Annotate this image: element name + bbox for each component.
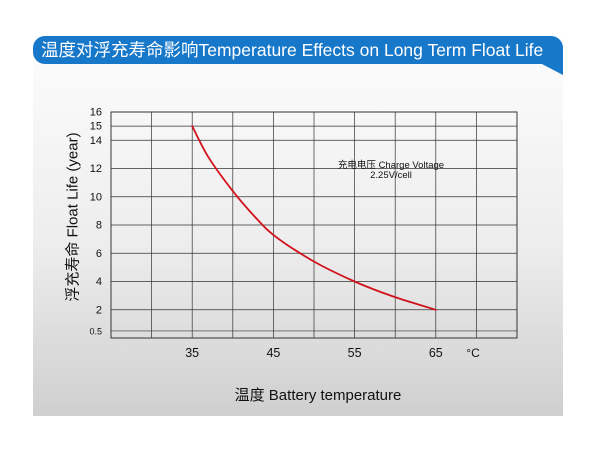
y-tick-label: 12: [90, 163, 102, 175]
y-tick-label: 0.5: [89, 326, 102, 336]
charge-voltage-value: 2.25V/cell: [370, 170, 412, 181]
title-banner-tail: [540, 63, 563, 75]
chart-title: 温度对浮充寿命影响Temperature Effects on Long Ter…: [33, 36, 563, 64]
x-tick-label: 65: [429, 346, 443, 360]
charge-voltage-label: 充电电压 Charge Voltage: [337, 160, 445, 171]
y-tick-label: 15: [90, 121, 102, 133]
x-axis-unit: °C: [466, 346, 480, 360]
chart-panel: [33, 36, 563, 416]
y-tick-label: 8: [96, 220, 102, 232]
y-axis-title: 浮充寿命 Float Life (year): [64, 132, 82, 302]
series-line: [191, 125, 437, 311]
y-tick-label: 16: [90, 107, 102, 119]
y-tick-label: 4: [96, 276, 102, 288]
y-tick-label: 2: [96, 304, 102, 316]
y-tick-label: 6: [96, 248, 102, 260]
y-tick-label: 10: [90, 191, 102, 203]
x-tick-label: 35: [185, 346, 199, 360]
x-axis-title: 温度 Battery temperature: [234, 387, 402, 404]
x-tick-label: 55: [348, 346, 362, 360]
y-tick-label: 14: [90, 135, 102, 147]
x-tick-label: 45: [266, 346, 280, 360]
